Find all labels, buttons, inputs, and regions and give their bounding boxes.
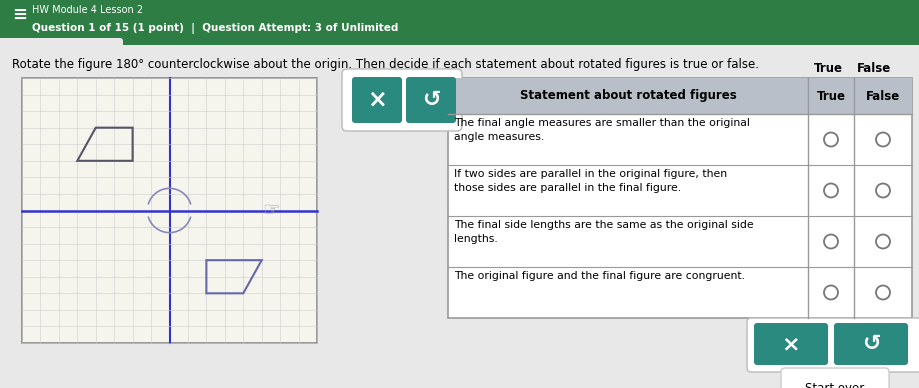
Text: True: True bbox=[813, 62, 843, 74]
FancyBboxPatch shape bbox=[754, 323, 828, 365]
Text: False: False bbox=[857, 62, 891, 74]
Text: Question 1 of 15 (1 point)  |  Question Attempt: 3 of Unlimited: Question 1 of 15 (1 point) | Question At… bbox=[32, 23, 398, 33]
Text: ☞: ☞ bbox=[262, 201, 279, 220]
FancyBboxPatch shape bbox=[747, 318, 919, 372]
FancyBboxPatch shape bbox=[448, 78, 912, 114]
FancyBboxPatch shape bbox=[352, 77, 402, 123]
Text: Start over: Start over bbox=[805, 383, 865, 388]
Text: The original figure and the final figure are congruent.: The original figure and the final figure… bbox=[454, 271, 745, 281]
Text: False: False bbox=[866, 90, 900, 102]
Text: HW Module 4 Lesson 2: HW Module 4 Lesson 2 bbox=[32, 5, 143, 15]
Text: ↺: ↺ bbox=[422, 90, 440, 110]
FancyBboxPatch shape bbox=[834, 323, 908, 365]
Text: The final angle measures are smaller than the original
angle measures.: The final angle measures are smaller tha… bbox=[454, 118, 750, 142]
FancyBboxPatch shape bbox=[342, 69, 462, 131]
Text: Statement about rotated figures: Statement about rotated figures bbox=[519, 90, 736, 102]
FancyBboxPatch shape bbox=[406, 77, 456, 123]
Text: ↺: ↺ bbox=[862, 334, 880, 354]
FancyBboxPatch shape bbox=[781, 368, 889, 388]
Text: Rotate the figure 180° counterclockwise about the origin. Then decide if each st: Rotate the figure 180° counterclockwise … bbox=[12, 58, 759, 71]
Text: True: True bbox=[816, 90, 845, 102]
FancyBboxPatch shape bbox=[0, 38, 123, 66]
Text: ×: × bbox=[782, 334, 800, 354]
Text: The final side lengths are the same as the original side
lengths.: The final side lengths are the same as t… bbox=[454, 220, 754, 244]
FancyBboxPatch shape bbox=[22, 78, 317, 343]
Text: ×: × bbox=[367, 88, 387, 112]
Text: ≡: ≡ bbox=[12, 6, 28, 24]
FancyBboxPatch shape bbox=[0, 45, 919, 388]
FancyBboxPatch shape bbox=[448, 78, 912, 318]
FancyBboxPatch shape bbox=[0, 0, 919, 45]
Text: If two sides are parallel in the original figure, then
those sides are parallel : If two sides are parallel in the origina… bbox=[454, 169, 727, 192]
